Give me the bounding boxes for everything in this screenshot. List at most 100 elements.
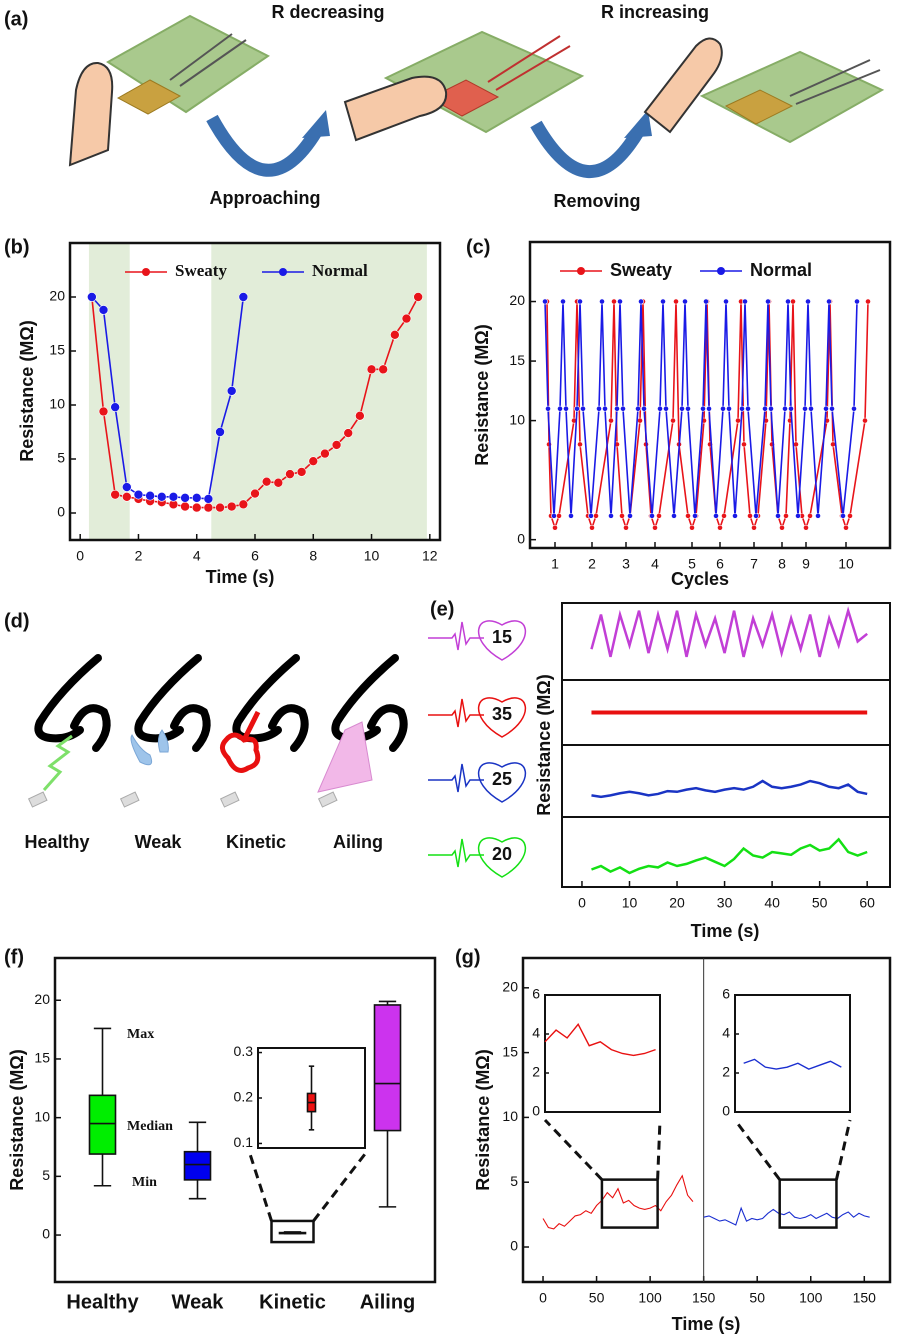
marker <box>635 405 641 412</box>
marker <box>713 512 719 519</box>
marker <box>215 427 225 437</box>
marker <box>180 493 190 503</box>
y-tick-label: 0 <box>517 530 525 546</box>
marker <box>556 512 562 519</box>
breath-label: Kinetic <box>226 832 286 852</box>
marker <box>296 467 307 477</box>
plot-frame <box>53 956 437 1284</box>
x-tick-label: 50 <box>812 895 828 911</box>
y-tick-label: 6 <box>532 986 540 1002</box>
marker <box>122 491 132 502</box>
marker <box>599 298 605 305</box>
marker <box>156 491 167 502</box>
y-tick-label: 10 <box>34 1108 50 1124</box>
x-tick-label: 1 <box>551 556 559 572</box>
breath-label: Ailing <box>333 832 383 852</box>
marker <box>285 469 295 479</box>
marker <box>802 405 808 412</box>
marker <box>785 298 791 305</box>
caption: Removing <box>553 191 640 211</box>
y-tick-label: 5 <box>57 450 65 466</box>
y-tick-label: 0 <box>722 1103 730 1119</box>
heart-icon <box>477 620 527 661</box>
marker <box>641 405 647 412</box>
marker <box>840 512 846 519</box>
marker <box>191 493 202 503</box>
x-tick-label: 8 <box>309 548 317 564</box>
marker <box>726 405 732 412</box>
marker <box>865 298 871 305</box>
x-tick-label: 5 <box>688 556 696 572</box>
x-tick-label: 50 <box>749 1290 765 1306</box>
x-tick-label: Healthy <box>66 1291 139 1313</box>
y-tick-label: 5 <box>510 1173 518 1189</box>
marker <box>660 298 666 305</box>
marker <box>851 405 857 412</box>
panel-label: (a) <box>4 8 28 30</box>
marker <box>145 490 155 501</box>
marker <box>815 512 821 519</box>
x-tick-label: 20 <box>669 895 685 911</box>
pulse-icon <box>428 698 484 728</box>
annotation: Median <box>127 1119 173 1134</box>
x-tick-label: 7 <box>750 556 758 572</box>
marker <box>552 524 558 531</box>
marker <box>238 292 249 302</box>
marker <box>808 405 814 412</box>
x-tick-label: 10 <box>622 895 638 911</box>
marker <box>689 524 695 531</box>
marker <box>843 524 849 531</box>
y-tick-label: 0 <box>532 1103 540 1119</box>
y-tick-label: 20 <box>509 292 525 308</box>
marker <box>768 405 774 412</box>
y-tick-label: 2 <box>722 1064 730 1080</box>
shaded-region <box>211 243 427 540</box>
arrow <box>206 114 322 177</box>
marker <box>847 512 853 519</box>
x-tick-label: 2 <box>135 548 143 564</box>
marker <box>735 417 741 424</box>
x-tick-label: 6 <box>251 548 259 564</box>
marker <box>203 502 214 513</box>
finger <box>68 61 114 167</box>
marker <box>803 524 809 531</box>
marker <box>563 405 569 412</box>
marker <box>679 405 685 412</box>
legend-marker <box>142 268 150 276</box>
arrow <box>530 120 644 179</box>
heart-icon <box>477 837 527 878</box>
marker <box>366 364 377 375</box>
marker <box>110 402 120 412</box>
marker <box>168 491 179 502</box>
caption: Approaching <box>210 188 321 208</box>
x-tick-label: Ailing <box>360 1291 416 1313</box>
marker <box>638 298 644 305</box>
nose <box>38 658 106 748</box>
x-axis-title: Time (s) <box>672 1314 741 1334</box>
y-tick-label: 0 <box>42 1226 50 1242</box>
x-tick-label: 4 <box>651 556 659 572</box>
wire <box>179 39 247 87</box>
marker <box>685 512 691 519</box>
marker <box>741 441 747 448</box>
legend-label: Sweaty <box>175 261 227 280</box>
rate-label: 35 <box>492 704 512 724</box>
marker <box>751 524 757 531</box>
x-tick-label: 10 <box>364 548 380 564</box>
strip-frame <box>561 816 891 888</box>
marker <box>308 456 319 466</box>
panel-label: (e) <box>430 598 454 620</box>
pulse-icon <box>428 838 484 868</box>
marker <box>542 298 548 305</box>
marker <box>807 512 813 519</box>
x-tick-label: 150 <box>692 1290 716 1306</box>
marker <box>790 298 796 305</box>
plot-frame <box>528 240 892 550</box>
marker <box>627 512 633 519</box>
marker <box>203 494 214 504</box>
zoom-connector <box>834 1119 852 1180</box>
legend-label: Sweaty <box>610 260 672 280</box>
marker <box>783 512 789 519</box>
wire <box>487 35 561 83</box>
marker <box>717 524 723 531</box>
